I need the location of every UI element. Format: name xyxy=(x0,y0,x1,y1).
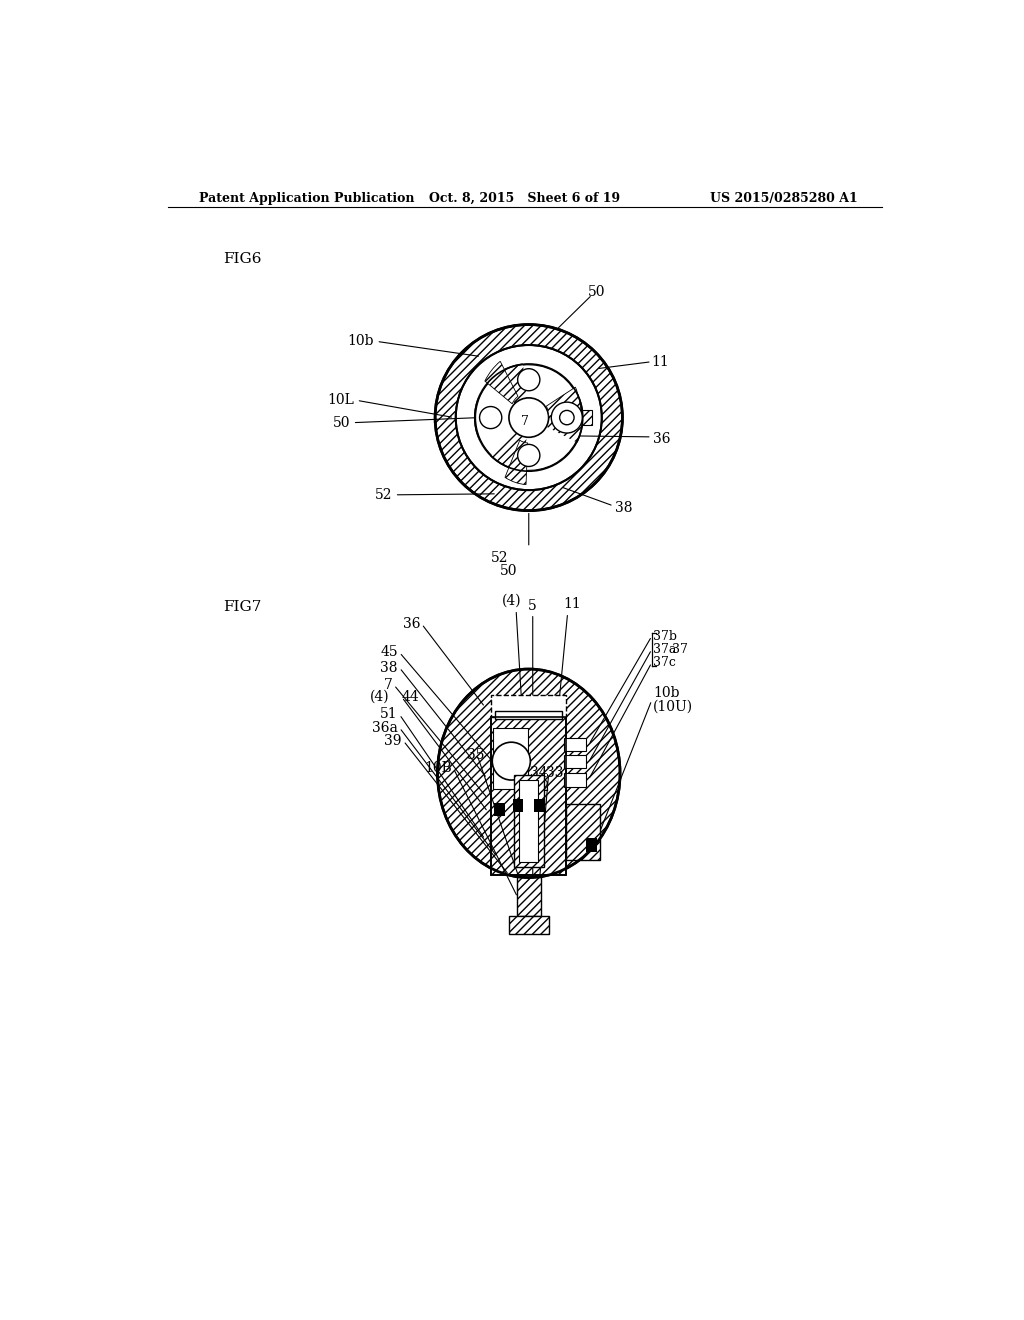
Text: 37a: 37a xyxy=(653,643,677,656)
Text: 5: 5 xyxy=(528,599,537,612)
Bar xyxy=(495,803,505,816)
Wedge shape xyxy=(547,387,581,416)
Text: 36a: 36a xyxy=(372,721,397,735)
Ellipse shape xyxy=(435,325,623,511)
Text: 10b: 10b xyxy=(653,686,680,700)
Text: 37b: 37b xyxy=(653,630,677,643)
Bar xyxy=(587,838,597,851)
Text: Oct. 8, 2015   Sheet 6 of 19: Oct. 8, 2015 Sheet 6 of 19 xyxy=(429,191,621,205)
Text: 7: 7 xyxy=(521,416,528,428)
Ellipse shape xyxy=(493,742,530,780)
Bar xyxy=(535,799,545,812)
Text: 38: 38 xyxy=(615,502,633,515)
Text: 10B: 10B xyxy=(424,762,452,775)
Bar xyxy=(492,718,566,875)
Text: FIG7: FIG7 xyxy=(223,599,261,614)
Ellipse shape xyxy=(560,411,574,425)
Ellipse shape xyxy=(479,407,502,429)
Text: FIG6: FIG6 xyxy=(223,252,262,265)
Bar xyxy=(566,804,600,859)
Text: 50: 50 xyxy=(333,416,350,430)
Bar xyxy=(583,411,593,425)
Text: 36: 36 xyxy=(402,616,420,631)
Text: 33: 33 xyxy=(546,767,564,780)
Text: (10U): (10U) xyxy=(653,700,693,713)
Text: 34: 34 xyxy=(529,767,547,780)
Text: 37: 37 xyxy=(672,643,687,656)
Wedge shape xyxy=(484,362,518,404)
Text: 52: 52 xyxy=(490,550,508,565)
Text: 10b: 10b xyxy=(347,334,374,348)
Bar xyxy=(564,774,587,787)
Ellipse shape xyxy=(509,397,549,437)
Text: (4): (4) xyxy=(503,594,522,607)
Text: 36: 36 xyxy=(653,432,671,446)
Bar xyxy=(509,916,549,935)
Bar xyxy=(492,696,566,718)
Text: 44: 44 xyxy=(401,690,420,704)
Text: 50: 50 xyxy=(588,285,606,298)
Text: 45: 45 xyxy=(380,645,397,660)
Text: 52: 52 xyxy=(375,488,392,502)
Wedge shape xyxy=(475,376,528,459)
Ellipse shape xyxy=(456,345,602,490)
Bar xyxy=(564,738,587,751)
Bar xyxy=(517,876,541,916)
Wedge shape xyxy=(521,350,579,417)
Ellipse shape xyxy=(518,445,540,466)
Wedge shape xyxy=(505,441,527,484)
Bar xyxy=(495,711,562,719)
Text: 10L: 10L xyxy=(328,393,354,408)
Bar xyxy=(564,755,587,768)
Text: 39: 39 xyxy=(384,734,401,748)
Bar xyxy=(492,718,566,875)
Bar xyxy=(493,727,528,788)
Ellipse shape xyxy=(518,368,540,391)
Text: 38: 38 xyxy=(380,660,397,675)
Text: 51: 51 xyxy=(380,708,397,721)
Text: 32: 32 xyxy=(531,780,550,793)
Ellipse shape xyxy=(437,669,621,878)
Text: US 2015/0285280 A1: US 2015/0285280 A1 xyxy=(711,191,858,205)
Bar xyxy=(519,780,539,862)
Ellipse shape xyxy=(551,403,583,433)
Bar xyxy=(513,799,523,812)
Wedge shape xyxy=(521,417,579,486)
Ellipse shape xyxy=(475,364,583,471)
Text: 50: 50 xyxy=(500,564,518,578)
Text: (4): (4) xyxy=(371,690,390,704)
Text: 37c: 37c xyxy=(653,656,676,669)
Text: 7: 7 xyxy=(383,678,392,692)
Bar xyxy=(514,775,544,867)
Text: 35: 35 xyxy=(467,748,484,762)
Text: 11: 11 xyxy=(652,355,670,368)
Text: 11: 11 xyxy=(563,597,581,611)
Text: Patent Application Publication: Patent Application Publication xyxy=(200,191,415,205)
